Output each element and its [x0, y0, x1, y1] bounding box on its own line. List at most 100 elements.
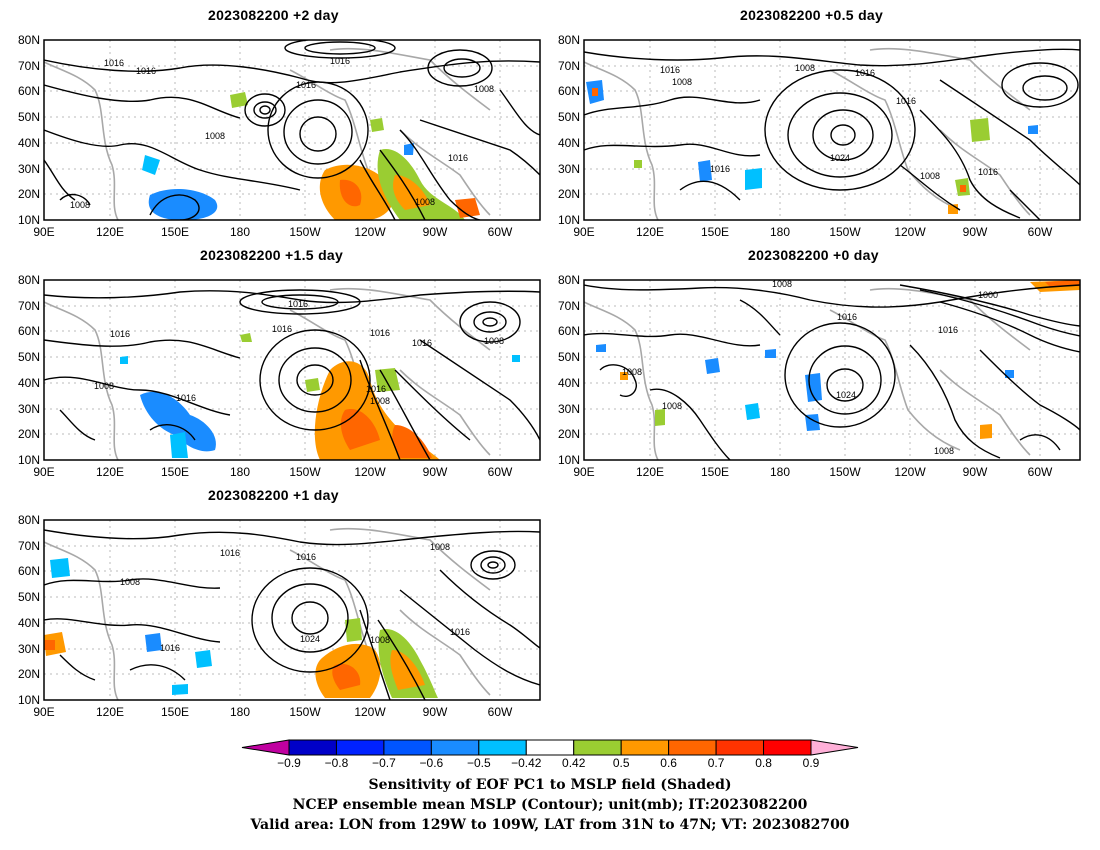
- panel-plus-1-5-day: 2023082200 +1.5 day: [0, 240, 550, 480]
- colorbar-swatch: [620, 739, 670, 756]
- y-tick-label: 10N: [18, 453, 40, 467]
- y-tick-label: 70N: [18, 539, 40, 553]
- x-tick-label: 60W: [1028, 225, 1053, 239]
- colorbar: −0.9 −0.8 −0.7 −0.6 −0.5 −0.42 0.42 0.5 0.6 0.7 0.…: [0, 738, 1100, 778]
- y-tick-label: 50N: [18, 590, 40, 604]
- contour-label: 1016: [288, 299, 308, 309]
- contour-label: 1000: [978, 290, 998, 300]
- panel-plus-0-day: 2023082200 +0 day: [540, 240, 1100, 480]
- x-tick-label: 90W: [423, 465, 448, 479]
- x-tick-label: 150E: [161, 225, 189, 239]
- y-tick-label: 40N: [558, 136, 580, 150]
- contour-label: 1016: [855, 68, 875, 78]
- colorbar-swatch: [288, 739, 337, 756]
- colorbar-swatch: [383, 739, 432, 756]
- colorbar-label: −0.5: [466, 756, 491, 770]
- y-tick-label: 60N: [558, 84, 580, 98]
- y-tick-label: 70N: [558, 59, 580, 73]
- x-tick-label: 60W: [488, 465, 513, 479]
- contour-label: 1024: [830, 153, 850, 163]
- x-tick-label: 150E: [161, 705, 189, 719]
- caption-line-1: Sensitivity of EOF PC1 to MSLP field (Sh…: [368, 777, 732, 793]
- contour-label: 1016: [370, 328, 390, 338]
- y-tick-label: 50N: [558, 350, 580, 364]
- colorbar-label: −0.7: [372, 756, 396, 770]
- y-tick-label: 20N: [18, 667, 40, 681]
- contour-label: 1008: [370, 396, 390, 406]
- y-tick-label: 50N: [558, 110, 580, 124]
- contour-label: 1016: [896, 96, 916, 106]
- x-tick-label: 90W: [423, 705, 448, 719]
- contour-label: 1024: [300, 634, 320, 644]
- contour-label: 1016: [837, 312, 857, 322]
- colorbar-labels: −0.9 −0.8 −0.7 −0.6 −0.5 −0.42 0.42 0.5 0.6 0.7 0.…: [0, 756, 1100, 772]
- contour-label: 1016: [110, 329, 130, 339]
- x-tick-label: 150W: [829, 465, 861, 479]
- x-tick-label: 120W: [354, 225, 386, 239]
- colorbar-label: 0.42: [562, 756, 586, 770]
- x-tick-label: 90W: [423, 225, 448, 239]
- x-tick-label: 150E: [161, 465, 189, 479]
- x-tick-label: 180: [770, 225, 790, 239]
- x-tick-label: 90E: [33, 225, 54, 239]
- y-tick-label: 60N: [18, 324, 40, 338]
- colorbar-label: 0.7: [707, 756, 725, 770]
- contour-label: 1016: [412, 338, 432, 348]
- panel-plus-2-day: 2023082200 +2 day: [0, 0, 550, 240]
- y-tick-label: 40N: [18, 376, 40, 390]
- colorbar-label: −0.6: [419, 756, 444, 770]
- map-plot: 1016 1016 1016 1016 1008 1008 1016 1008 …: [18, 33, 541, 239]
- x-tick-label: 150W: [289, 465, 321, 479]
- contour-label: 1016: [220, 548, 240, 558]
- colorbar-swatch: [335, 739, 385, 756]
- contour-label: 1016: [660, 65, 680, 75]
- colorbar-label: 0.6: [660, 756, 677, 770]
- map-plot: 1016 1008 1008 1016 1016 1024 1016 1008 …: [558, 33, 1081, 239]
- map-plot: 1016 1016 1016 1016 1016 1008 1008 1016 …: [18, 273, 541, 479]
- panel-title: 2023082200 +0 day: [748, 247, 879, 263]
- y-tick-label: 10N: [18, 213, 40, 227]
- contour-label: 1016: [160, 643, 180, 653]
- y-tick-label: 70N: [18, 299, 40, 313]
- colorbar-label: −0.42: [511, 756, 542, 770]
- contour-label: 1016: [296, 552, 316, 562]
- y-tick-label: 10N: [558, 453, 580, 467]
- contour-label: 1008: [920, 171, 940, 181]
- contour-label: 1008: [70, 200, 90, 210]
- y-tick-label: 40N: [18, 616, 40, 630]
- y-tick-label: 40N: [558, 376, 580, 390]
- contour-label: 1008: [120, 577, 140, 587]
- y-tick-label: 40N: [18, 136, 40, 150]
- colorbar-swatch: [478, 739, 527, 756]
- x-tick-label: 120W: [894, 465, 926, 479]
- x-tick-label: 120E: [96, 465, 124, 479]
- x-tick-label: 120E: [636, 465, 664, 479]
- x-tick-label: 90W: [963, 465, 988, 479]
- x-tick-label: 150W: [289, 705, 321, 719]
- x-tick-label: 90W: [963, 225, 988, 239]
- contour-label: 1008: [672, 77, 692, 87]
- contour-label: 1016: [272, 324, 292, 334]
- panel-title: 2023082200 +1 day: [208, 487, 339, 503]
- colorbar-low-arrow: [241, 739, 290, 756]
- y-tick-label: 80N: [558, 273, 580, 287]
- contour-label: 1016: [938, 325, 958, 335]
- x-tick-label: 150W: [289, 225, 321, 239]
- x-tick-label: 120E: [96, 225, 124, 239]
- x-tick-label: 150W: [829, 225, 861, 239]
- x-tick-label: 180: [230, 225, 250, 239]
- x-tick-label: 60W: [488, 225, 513, 239]
- contour-label: 1008: [205, 131, 225, 141]
- colorbar-swatch: [573, 739, 622, 756]
- x-tick-label: 90E: [33, 465, 54, 479]
- contour-label: 1008: [430, 542, 450, 552]
- panel-plus-0-5-day: 2023082200 +0.5 day: [540, 0, 1100, 240]
- colorbar-high-arrow: [810, 739, 859, 756]
- panel-title: 2023082200 +0.5 day: [740, 7, 884, 23]
- y-tick-label: 50N: [18, 350, 40, 364]
- contour-label: 1008: [415, 197, 435, 207]
- contour-label: 1008: [934, 446, 954, 456]
- x-tick-label: 180: [230, 705, 250, 719]
- contour-label: 1008: [795, 63, 815, 73]
- y-tick-label: 10N: [18, 693, 40, 707]
